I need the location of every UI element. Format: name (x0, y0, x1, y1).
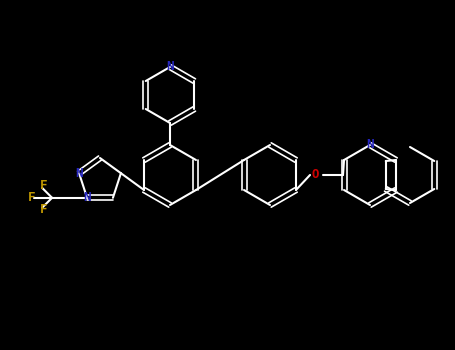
Text: F: F (40, 203, 48, 216)
Text: O: O (311, 168, 319, 182)
Text: F: F (28, 191, 36, 204)
Text: N: N (76, 167, 83, 180)
Text: N: N (366, 139, 374, 152)
Text: N: N (83, 191, 91, 204)
Text: N: N (166, 61, 174, 74)
Text: F: F (40, 179, 48, 192)
